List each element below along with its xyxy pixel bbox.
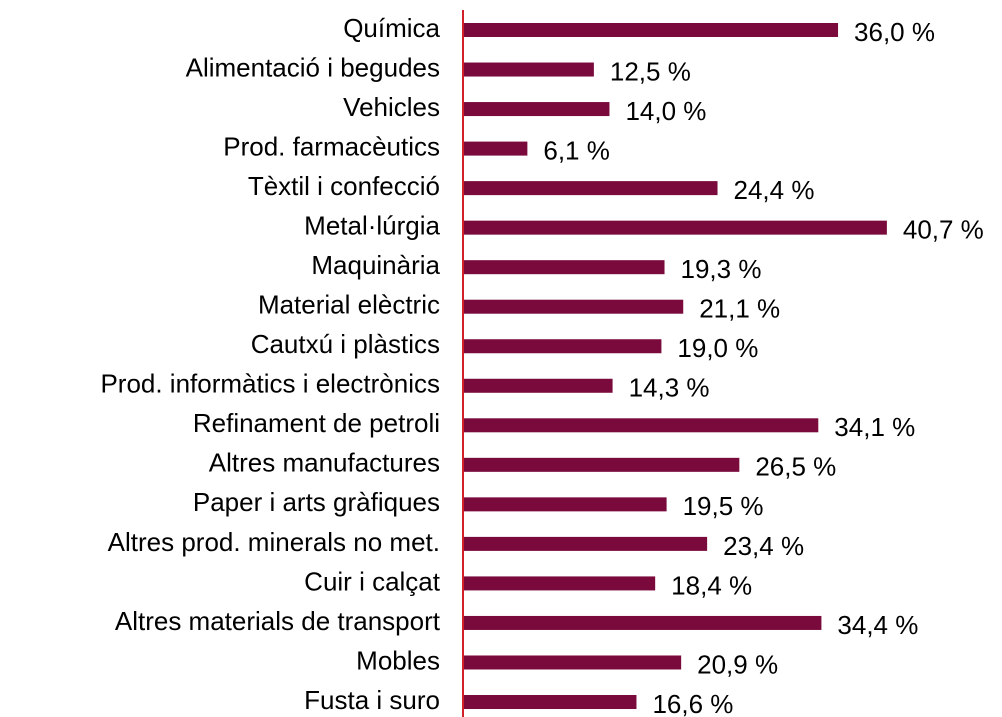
category-label: Cautxú i plàstics (251, 329, 440, 359)
value-label: 19,3 % (681, 254, 762, 284)
bar (464, 339, 662, 354)
bar (464, 102, 610, 117)
value-label: 12,5 % (610, 56, 691, 86)
category-label: Vehicles (343, 92, 440, 122)
category-label: Material elèctric (258, 290, 440, 320)
value-label: 18,4 % (671, 570, 752, 600)
value-label: 40,7 % (903, 215, 984, 245)
value-label: 16,6 % (652, 689, 733, 717)
bar (464, 220, 887, 235)
bar (464, 457, 740, 472)
value-label: 6,1 % (543, 135, 610, 165)
value-label: 20,9 % (697, 649, 778, 679)
value-label: 23,4 % (723, 531, 804, 561)
category-label: Altres manufactures (209, 448, 440, 478)
bar (464, 62, 594, 77)
bar (464, 695, 637, 710)
value-label: 26,5 % (755, 452, 836, 482)
bar (464, 378, 613, 393)
bar (464, 299, 684, 314)
bar (464, 615, 822, 630)
bar (464, 260, 665, 275)
category-label: Altres materials de transport (115, 606, 441, 636)
bar (464, 23, 839, 37)
bar (464, 576, 656, 591)
value-label: 34,1 % (834, 412, 915, 442)
value-label: 14,3 % (629, 373, 710, 403)
bar (464, 536, 708, 551)
value-label: 19,5 % (683, 491, 764, 521)
category-label: Fusta i suro (304, 685, 440, 715)
category-label: Química (343, 13, 440, 43)
category-label: Metal·lúrgia (304, 211, 440, 241)
category-label: Paper i arts gràfiques (193, 487, 440, 517)
bar (464, 497, 667, 512)
value-label: 36,0 % (854, 17, 935, 47)
category-label: Prod. farmacèutics (223, 131, 440, 161)
category-label: Altres prod. minerals no met. (108, 527, 440, 557)
category-label: Refinament de petroli (193, 408, 440, 438)
value-label: 21,1 % (699, 294, 780, 324)
category-label: Maquinària (311, 250, 440, 280)
bar (464, 655, 682, 670)
bar (464, 141, 528, 156)
category-label: Prod. informàtics i electrònics (100, 369, 440, 399)
category-label: Mobles (356, 645, 440, 675)
bar (464, 418, 819, 433)
category-label: Alimentació i begudes (186, 52, 440, 82)
value-label: 14,0 % (625, 96, 706, 126)
value-label: 34,4 % (837, 610, 918, 640)
bar (464, 181, 718, 196)
value-label: 24,4 % (734, 175, 815, 205)
category-label: Cuir i calçat (304, 566, 441, 596)
value-label: 19,0 % (677, 333, 758, 363)
category-label: Tèxtil i confecció (248, 171, 440, 201)
